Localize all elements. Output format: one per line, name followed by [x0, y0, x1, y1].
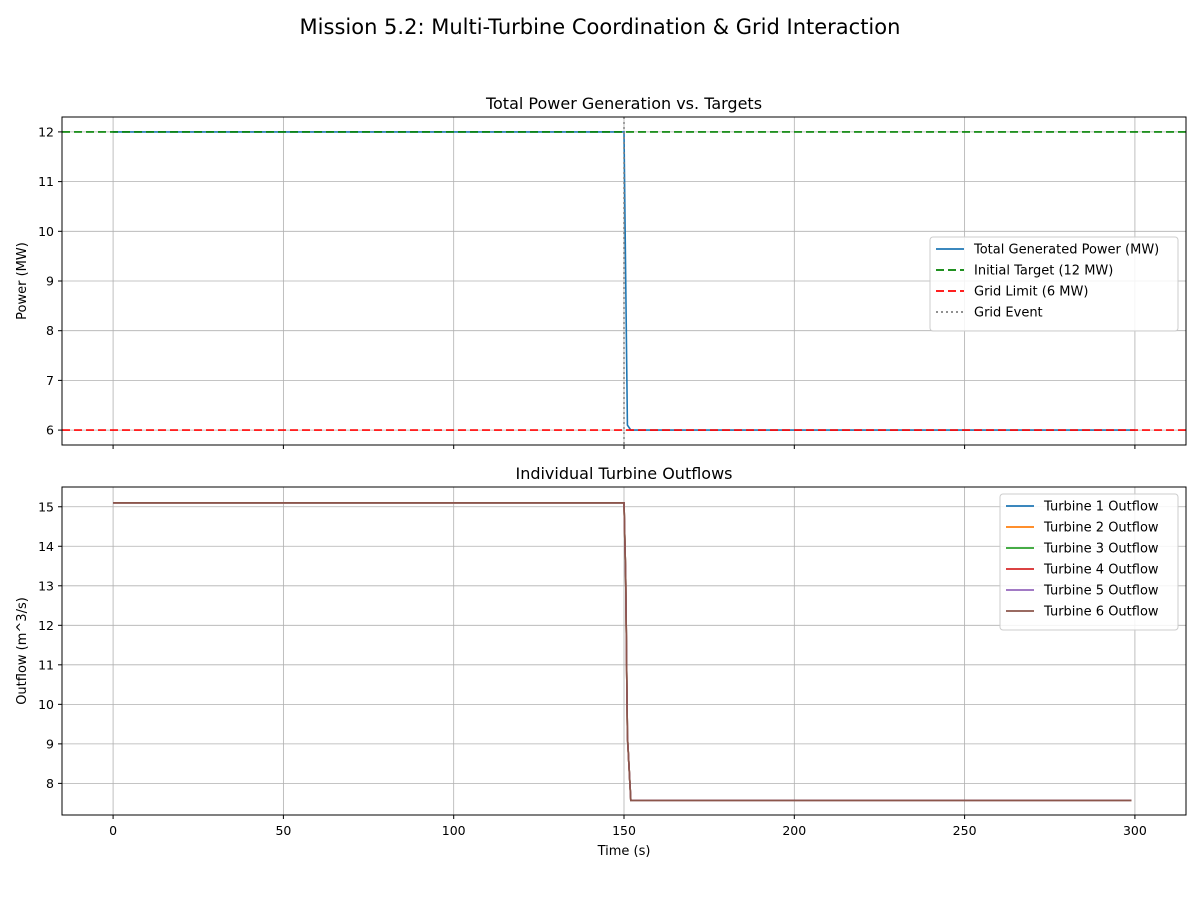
x-tick-label: 300	[1123, 823, 1147, 838]
y-tick-label: 7	[46, 373, 54, 388]
power-panel: 6 7 8 9 10 11 12 Total Power Generation vs. Tar…	[15, 94, 1187, 449]
series-line	[113, 502, 1132, 802]
series-line	[113, 502, 1132, 802]
chart-title: Total Power Generation vs. Targets	[485, 94, 762, 113]
legend-label: Turbine 4 Outflow	[1043, 563, 1159, 578]
y-tick-label: 14	[38, 539, 54, 554]
series-line	[113, 502, 1132, 802]
legend-label: Grid Event	[974, 306, 1043, 321]
legend-box	[999, 493, 1179, 631]
series-line	[113, 502, 1132, 802]
series-group	[62, 117, 1186, 445]
y-tick-label: 15	[38, 499, 54, 514]
legend-box	[929, 236, 1179, 332]
legend: Total Generated Power (MW) Initial Target…	[929, 236, 1179, 332]
x-tick-label: 150	[612, 823, 636, 838]
legend-label: Initial Target (12 MW)	[974, 264, 1113, 279]
y-tick-label: 10	[38, 697, 54, 712]
legend-label: Turbine 3 Outflow	[1043, 542, 1159, 557]
legend-label: Turbine 1 Outflow	[1043, 500, 1159, 515]
x-tick-label: 200	[782, 823, 806, 838]
series-line	[113, 502, 1132, 802]
x-tick-label: 0	[109, 823, 117, 838]
legend-label: Grid Limit (6 MW)	[974, 285, 1088, 300]
series-line	[113, 502, 1132, 802]
x-axis-label: Time (s)	[597, 844, 651, 859]
x-tick-label: 100	[442, 823, 466, 838]
y-tick-label: 9	[46, 274, 54, 289]
y-tick-label: 6	[46, 423, 54, 438]
x-tick-label: 250	[953, 823, 977, 838]
y-tick-label: 10	[38, 224, 54, 239]
y-tick-label: 12	[38, 618, 54, 633]
y-tick-label: 9	[46, 736, 54, 751]
y-tick-label: 8	[46, 323, 54, 338]
legend-label: Total Generated Power (MW)	[973, 243, 1159, 258]
y-tick-label: 11	[38, 174, 54, 189]
figure-title: Mission 5.2: Multi-Turbine Coordination …	[300, 15, 901, 39]
legend-label: Turbine 2 Outflow	[1043, 521, 1159, 536]
x-tick-label: 50	[275, 823, 291, 838]
series-group	[113, 502, 1132, 802]
legend: Turbine 1 Outflow Turbine 2 Outflow Turbin…	[999, 493, 1179, 631]
outflow-panel: 0 50 100 150 200 250 300 8 9 10 11 12 13 14 15 Individu…	[15, 464, 1187, 859]
y-tick-label: 11	[38, 657, 54, 672]
y-tick-label: 12	[38, 124, 54, 139]
legend-label: Turbine 5 Outflow	[1043, 584, 1159, 599]
y-tick-label: 13	[38, 578, 54, 593]
y-axis-label: Outflow (m^3/s)	[15, 597, 30, 705]
legend-label: Turbine 6 Outflow	[1043, 605, 1159, 620]
chart-title: Individual Turbine Outflows	[515, 464, 732, 483]
y-tick-label: 8	[46, 776, 54, 791]
y-axis-label: Power (MW)	[15, 242, 30, 320]
